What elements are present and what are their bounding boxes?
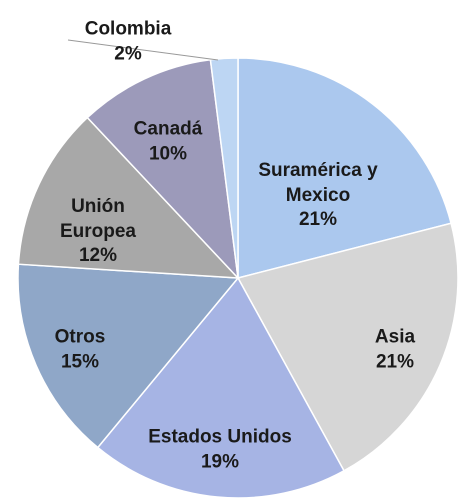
category-label: Estados Unidos — [148, 426, 292, 448]
value-label: 19% — [200, 451, 240, 472]
pie-slice — [236, 222, 459, 472]
category-label: Colombia — [84, 18, 172, 40]
category-label: Unión Europea — [59, 195, 137, 242]
value-label: 15% — [60, 351, 100, 372]
value-label: 10% — [148, 143, 188, 164]
pie-slice — [96, 276, 346, 499]
slice-label: Suramérica y Mexico 21% — [238, 159, 398, 233]
slice-label: Unión Europea 12% — [48, 195, 148, 269]
value-label: 21% — [298, 209, 338, 231]
slice-label: Canadá 10% — [83, 117, 253, 166]
category-label: Otros — [54, 326, 106, 348]
pie-slice — [237, 57, 453, 279]
value-label: 2% — [114, 43, 142, 64]
value-label: 12% — [78, 245, 118, 267]
pie-slice — [86, 58, 240, 281]
slice-label: Estados Unidos 19% — [135, 425, 305, 474]
slice-label: Asia 21% — [310, 325, 460, 374]
slice-label: Colombia 2% — [43, 17, 213, 66]
category-label: Canadá — [133, 118, 203, 140]
pie-slice — [209, 57, 239, 279]
value-label: 21% — [375, 351, 415, 372]
pie-slice — [17, 263, 240, 449]
category-label: Asia — [374, 326, 416, 348]
leader-line — [67, 39, 219, 61]
slice-label: Otros 15% — [0, 325, 165, 374]
pie-slice — [17, 116, 240, 279]
category-label: Suramérica y Mexico — [258, 159, 378, 206]
